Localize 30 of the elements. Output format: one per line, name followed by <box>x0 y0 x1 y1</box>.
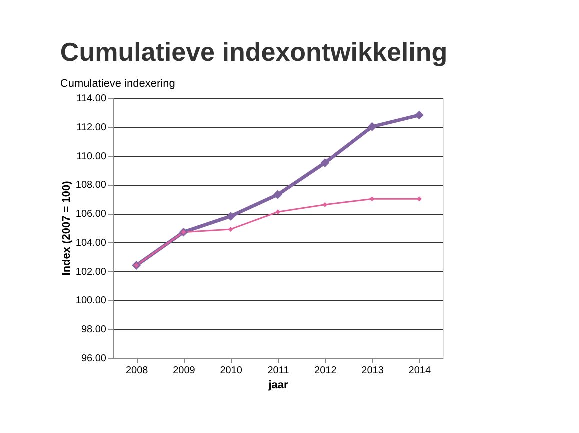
point <box>226 212 236 221</box>
chart-title: Cumulatieve indexontwikkeling <box>60 37 448 67</box>
point <box>274 190 282 200</box>
x-tick-label: 2011 <box>268 366 290 376</box>
y-tick-label: 114.00 <box>76 94 107 104</box>
y-tick-label: 112.00 <box>76 122 107 134</box>
y-axis-title: Index (2007 = 100) <box>60 180 73 276</box>
y-tick-label: 106.00 <box>76 209 107 220</box>
point <box>368 122 377 132</box>
x-axis-title: jaar <box>268 380 289 392</box>
x-tick-label: 2012 <box>314 366 338 376</box>
point <box>276 210 280 215</box>
y-tick-label: 104.00 <box>76 238 107 249</box>
y-tick-label: 102.00 <box>76 266 107 278</box>
y-tick-label: 110.00 <box>76 151 107 162</box>
x-tick-label: 2010 <box>220 366 243 376</box>
point <box>228 226 234 232</box>
point <box>320 158 330 168</box>
x-tick-label: 2014 <box>408 366 432 376</box>
x-tick-label: 2009 <box>173 366 196 376</box>
point <box>322 202 328 208</box>
point <box>370 196 375 202</box>
y-tick-label: 96.00 <box>81 354 107 364</box>
x-tick-label: 2013 <box>362 366 384 376</box>
point <box>414 110 424 120</box>
y-tick-label: 100.00 <box>76 296 107 307</box>
x-tick-label: 2008 <box>126 366 149 376</box>
y-tick-label: 108.00 <box>76 180 107 192</box>
y-tick-label: 98.00 <box>81 324 107 336</box>
chart-subtitle: Cumulatieve indexering <box>60 78 176 90</box>
